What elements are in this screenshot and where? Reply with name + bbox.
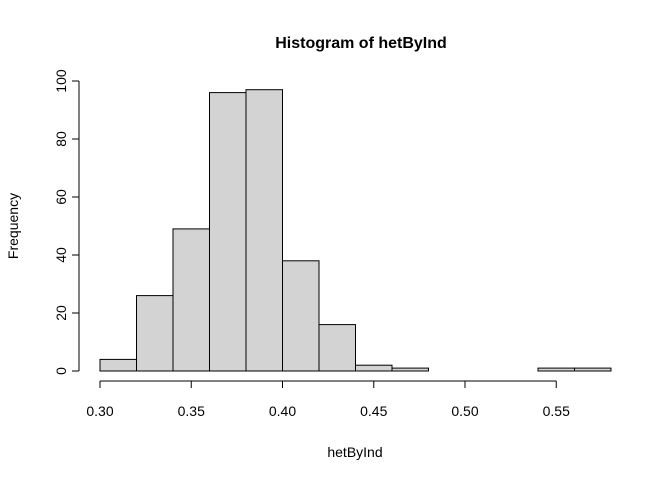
x-tick-label: 0.40 (269, 403, 296, 419)
histogram-bar (574, 367, 612, 372)
x-axis-label: hetByInd (327, 444, 382, 460)
y-tick-label: 0 (53, 367, 69, 375)
x-tick-label: 0.30 (86, 403, 113, 419)
x-tick-label: 0.50 (451, 403, 478, 419)
histogram-bar (282, 260, 320, 372)
y-tick-label: 20 (53, 305, 69, 321)
x-tick-label: 0.55 (543, 403, 570, 419)
y-tick-label: 100 (53, 69, 69, 93)
histogram-bar (136, 295, 174, 372)
y-axis: 0 20 40 60 80 100 (53, 69, 80, 375)
histogram-bar (355, 364, 393, 372)
histogram-bar (537, 367, 575, 372)
x-tick-label: 0.45 (360, 403, 387, 419)
chart-title: Histogram of hetByInd (275, 35, 447, 52)
y-tick-label: 40 (53, 247, 69, 263)
histogram-bar (318, 324, 356, 372)
y-tick-label: 80 (53, 131, 69, 147)
histogram-bar (391, 367, 429, 372)
y-axis-label: Frequency (5, 193, 21, 259)
histogram-bars (99, 89, 612, 372)
histogram-bar (172, 228, 210, 372)
histogram-bar (245, 89, 283, 372)
x-axis: 0.30 0.35 0.40 0.45 0.50 0.55 (86, 380, 570, 419)
histogram-bar (99, 358, 137, 372)
x-tick-label: 0.35 (178, 403, 205, 419)
y-tick-label: 60 (53, 189, 69, 205)
histogram-bar (209, 92, 247, 372)
